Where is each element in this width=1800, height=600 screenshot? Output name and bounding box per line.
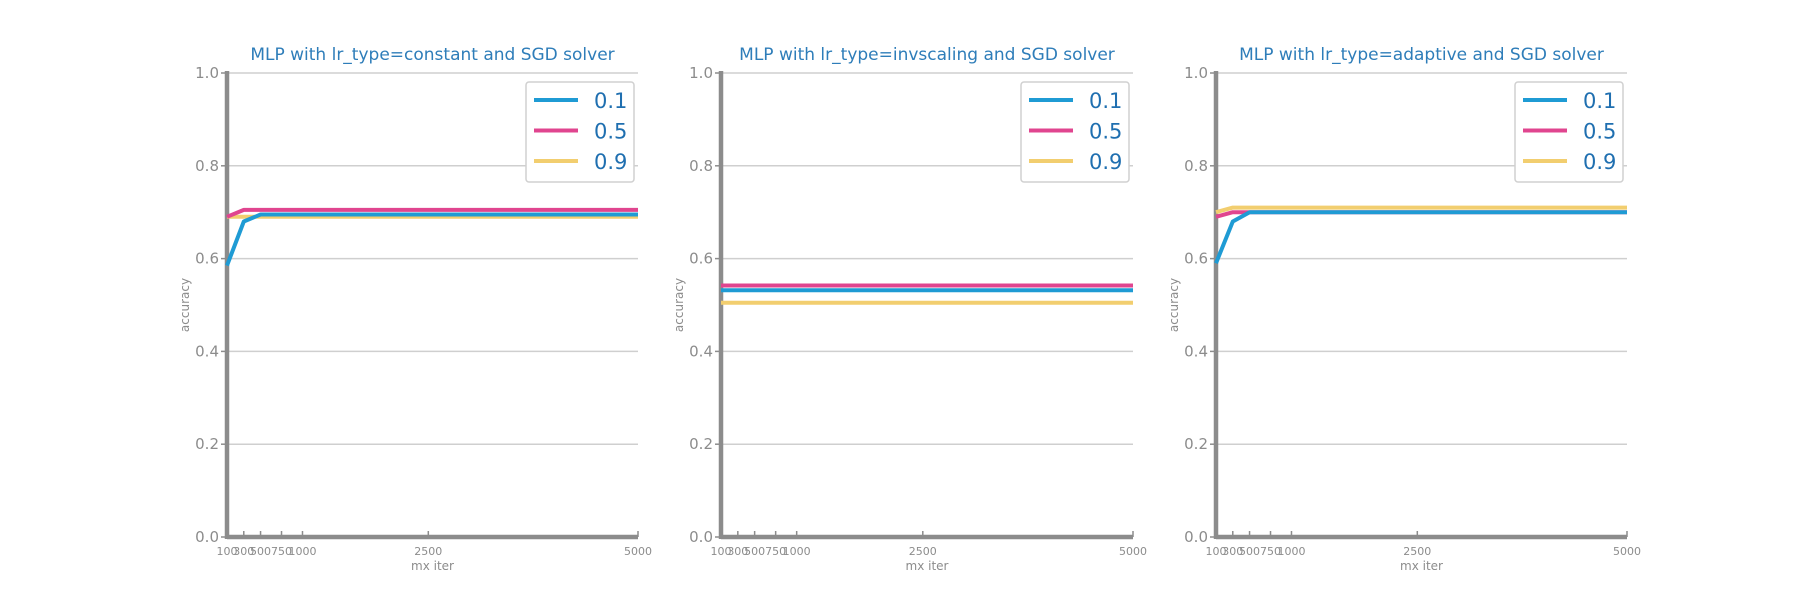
x-tick-label: 2500 bbox=[909, 545, 937, 558]
x-tick-label: 300 bbox=[727, 545, 748, 558]
x-axis-label: mx iter bbox=[411, 559, 454, 573]
y-axis-label: accuracy bbox=[178, 278, 192, 332]
x-tick-label: 100 bbox=[217, 545, 238, 558]
chart-panel-2: MLP with lr_type=invscaling and SGD solv… bbox=[672, 45, 1147, 573]
legend-box bbox=[1514, 81, 1624, 183]
x-tick-label: 1000 bbox=[783, 545, 811, 558]
legend-label: 0.9 bbox=[594, 150, 627, 174]
series-line-0.9 bbox=[1215, 205, 1627, 215]
y-tick-label: 1.0 bbox=[689, 64, 713, 82]
y-tick-label: 0.6 bbox=[689, 250, 713, 268]
x-tick-label: 500 bbox=[1239, 545, 1260, 558]
series-line-0.5 bbox=[226, 207, 638, 219]
y-tick-label: 1.0 bbox=[1184, 64, 1208, 82]
y-tick-label: 0.2 bbox=[195, 435, 219, 453]
y-tick-label: 0.8 bbox=[689, 157, 713, 175]
x-tick-label: 300 bbox=[1222, 545, 1243, 558]
x-tick-label: 500 bbox=[744, 545, 765, 558]
legend: 0.1 0.5 0.9 bbox=[1020, 81, 1130, 183]
y-tick-label: 0.0 bbox=[1184, 528, 1208, 546]
y-tick-label: 0.2 bbox=[1184, 435, 1208, 453]
chart-title: MLP with lr_type=invscaling and SGD solv… bbox=[739, 45, 1115, 65]
legend: 0.1 0.5 0.9 bbox=[525, 81, 635, 183]
chart-title: MLP with lr_type=adaptive and SGD solver bbox=[1239, 45, 1604, 65]
y-axis-label: accuracy bbox=[672, 278, 686, 332]
legend-label: 0.9 bbox=[1583, 150, 1616, 174]
x-tick-label: 500 bbox=[250, 545, 271, 558]
legend-label: 0.5 bbox=[1089, 120, 1122, 144]
y-tick-label: 0.6 bbox=[1184, 250, 1208, 268]
x-tick-label: 5000 bbox=[1119, 545, 1147, 558]
legend-label: 0.5 bbox=[1583, 120, 1616, 144]
legend-label: 0.1 bbox=[1583, 89, 1616, 113]
x-tick-label: 5000 bbox=[624, 545, 652, 558]
legend-label: 0.1 bbox=[594, 89, 627, 113]
x-tick-label: 750 bbox=[765, 545, 786, 558]
x-tick-label: 100 bbox=[1206, 545, 1227, 558]
x-tick-label: 100 bbox=[711, 545, 732, 558]
chart-panel-1: MLP with lr_type=constant and SGD solver… bbox=[178, 45, 652, 573]
y-tick-label: 0.8 bbox=[1184, 157, 1208, 175]
chart-title: MLP with lr_type=constant and SGD solver bbox=[250, 45, 614, 65]
legend-label: 0.9 bbox=[1089, 150, 1122, 174]
x-tick-label: 300 bbox=[233, 545, 254, 558]
x-axis-label: mx iter bbox=[906, 559, 949, 573]
y-tick-label: 1.0 bbox=[195, 64, 219, 82]
series-line-0.1 bbox=[225, 212, 638, 267]
legend: 0.1 0.5 0.9 bbox=[1514, 81, 1624, 183]
legend-box bbox=[525, 81, 635, 183]
x-tick-label: 750 bbox=[271, 545, 292, 558]
x-tick-label: 1000 bbox=[288, 545, 316, 558]
y-tick-label: 0.0 bbox=[689, 528, 713, 546]
y-tick-label: 0.0 bbox=[195, 528, 219, 546]
y-tick-label: 0.2 bbox=[689, 435, 713, 453]
legend-box bbox=[1020, 81, 1130, 183]
y-axis-label: accuracy bbox=[1167, 278, 1181, 332]
x-tick-label: 1000 bbox=[1277, 545, 1305, 558]
legend-label: 0.1 bbox=[1089, 89, 1122, 113]
y-tick-label: 0.4 bbox=[195, 342, 219, 360]
x-tick-label: 5000 bbox=[1613, 545, 1641, 558]
y-tick-label: 0.4 bbox=[689, 342, 713, 360]
x-tick-label: 2500 bbox=[1403, 545, 1431, 558]
y-tick-label: 0.8 bbox=[195, 157, 219, 175]
y-tick-label: 0.6 bbox=[195, 250, 219, 268]
x-axis-label: mx iter bbox=[1400, 559, 1443, 573]
y-tick-label: 0.4 bbox=[1184, 342, 1208, 360]
legend-label: 0.5 bbox=[594, 120, 627, 144]
series-line-0.1 bbox=[1214, 210, 1627, 264]
x-tick-label: 750 bbox=[1260, 545, 1281, 558]
x-tick-label: 2500 bbox=[414, 545, 442, 558]
chart-panel-3: MLP with lr_type=adaptive and SGD solver… bbox=[1167, 45, 1641, 573]
